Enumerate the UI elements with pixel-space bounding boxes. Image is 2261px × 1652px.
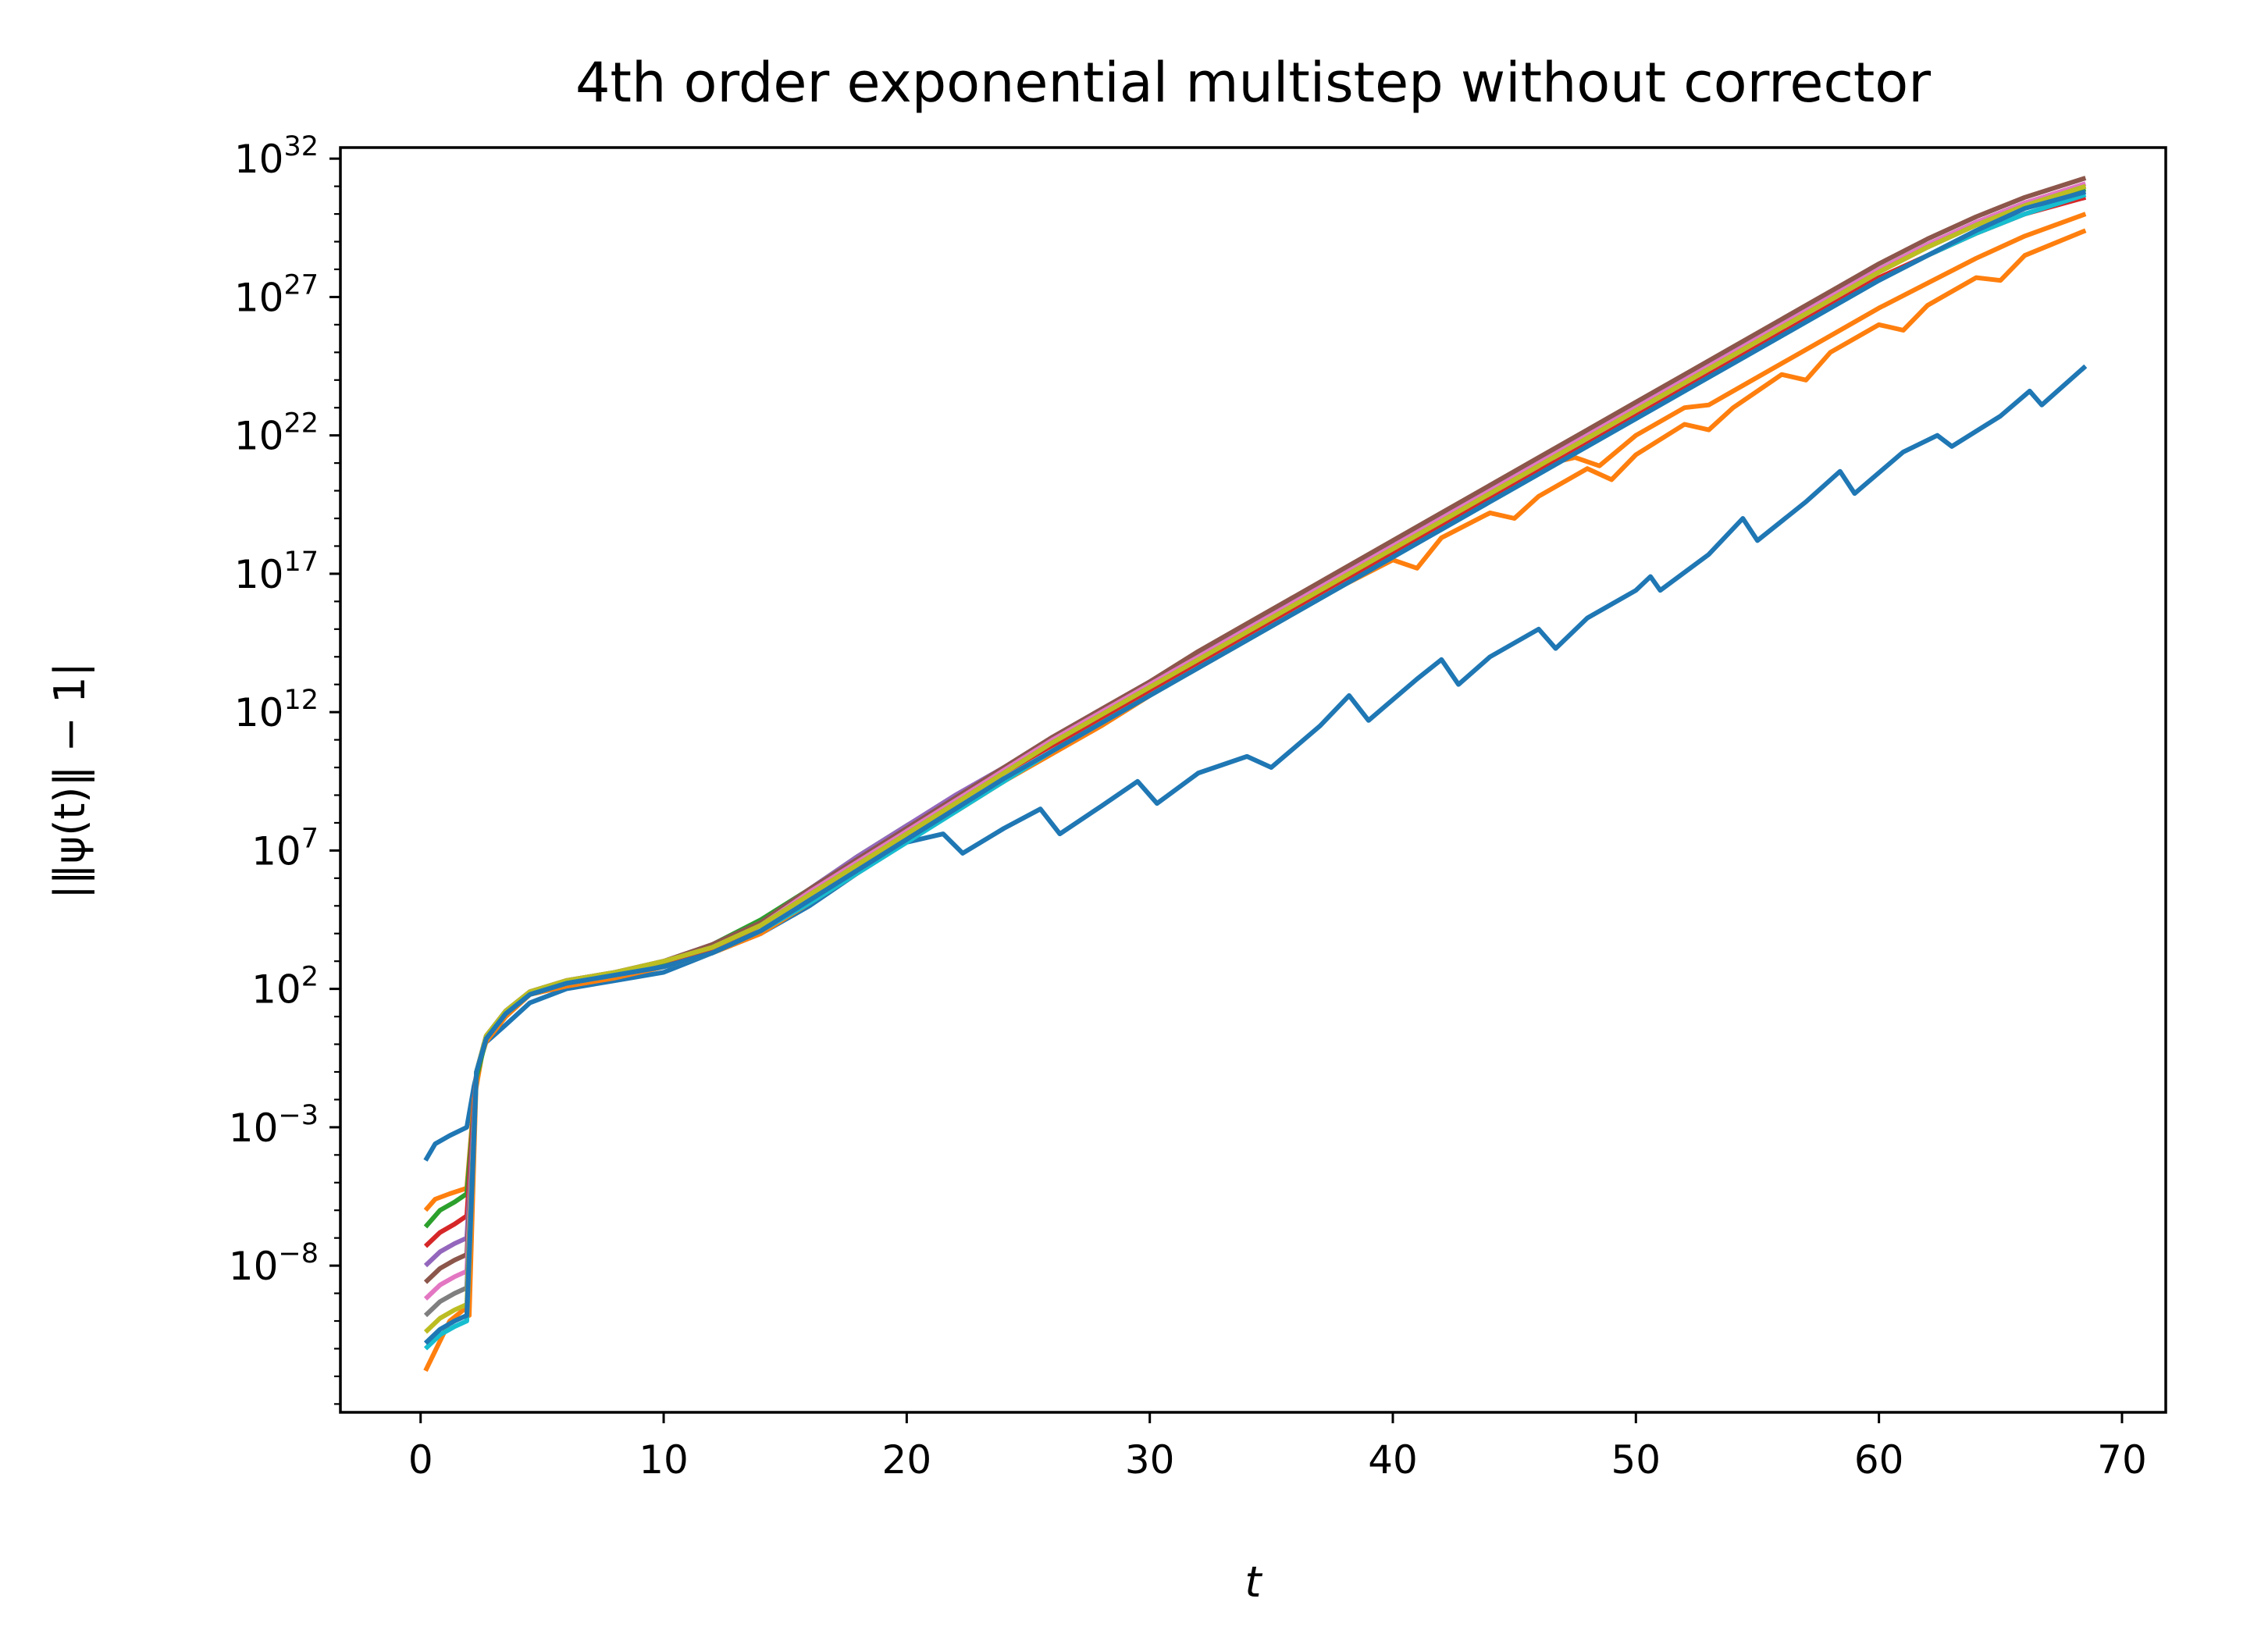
y-tick-label: 107	[251, 823, 319, 874]
series-line-1	[423, 364, 2088, 1162]
series-layer	[423, 176, 2088, 1373]
x-tick-label: 30	[1125, 1437, 1175, 1483]
series-line-12	[423, 189, 2087, 1345]
y-tick-label: 1027	[234, 269, 319, 320]
y-tick-label: 10−3	[229, 1100, 319, 1151]
x-axis: 0 10 20 30 40 50 60 70	[408, 1412, 2147, 1483]
x-tick-label: 20	[882, 1437, 932, 1483]
plot-area	[340, 148, 2166, 1412]
y-axis: 10−8 10−3 102 107 1012 1017 1022 1027 1032	[229, 131, 340, 1405]
plot-frame	[339, 146, 2167, 1414]
x-tick-label: 60	[1854, 1437, 1904, 1483]
x-tick-label: 50	[1611, 1437, 1661, 1483]
y-tick-label: 10−8	[229, 1238, 319, 1289]
y-tick-label: 1012	[234, 685, 319, 735]
chart-title: 4th order exponential multistep without …	[575, 51, 1931, 115]
y-tick-label: 1032	[234, 131, 319, 182]
y-tick-label: 1022	[234, 408, 319, 459]
x-tick-label: 10	[639, 1437, 689, 1483]
y-tick-label: 102	[251, 962, 319, 1013]
x-tick-label: 70	[2097, 1437, 2147, 1483]
x-tick-label: 0	[408, 1437, 433, 1483]
x-tick-label: 40	[1368, 1437, 1418, 1483]
y-axis-label: |‖ψ(t)‖ − 1|	[45, 662, 94, 899]
y-tick-label: 1017	[234, 547, 319, 597]
x-axis-label: t	[1244, 1558, 1262, 1607]
